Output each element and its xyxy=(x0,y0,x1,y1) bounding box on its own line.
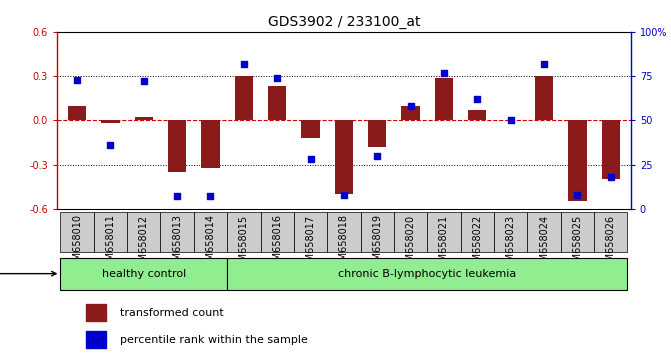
FancyBboxPatch shape xyxy=(227,212,260,252)
Bar xyxy=(301,120,319,138)
Bar xyxy=(468,110,486,120)
Text: percentile rank within the sample: percentile rank within the sample xyxy=(120,335,308,345)
FancyBboxPatch shape xyxy=(460,212,494,252)
FancyBboxPatch shape xyxy=(360,212,394,252)
Point xyxy=(439,70,450,75)
Text: GSM658010: GSM658010 xyxy=(72,215,82,273)
FancyBboxPatch shape xyxy=(260,212,294,252)
Text: GSM658011: GSM658011 xyxy=(105,215,115,273)
Point xyxy=(305,156,316,162)
Text: GSM658026: GSM658026 xyxy=(606,215,616,274)
Text: GSM658014: GSM658014 xyxy=(205,215,215,273)
Text: GSM658018: GSM658018 xyxy=(339,215,349,273)
Title: GDS3902 / 233100_at: GDS3902 / 233100_at xyxy=(268,16,420,29)
Point xyxy=(272,75,282,81)
Bar xyxy=(235,76,253,120)
FancyBboxPatch shape xyxy=(127,212,160,252)
Text: disease state: disease state xyxy=(0,269,56,279)
Point xyxy=(405,103,416,109)
FancyBboxPatch shape xyxy=(494,212,527,252)
Point xyxy=(238,61,249,67)
Point xyxy=(72,77,83,82)
FancyBboxPatch shape xyxy=(527,212,561,252)
Bar xyxy=(268,86,287,120)
Point xyxy=(505,118,516,123)
Text: transformed count: transformed count xyxy=(120,308,224,318)
Bar xyxy=(401,105,420,120)
Text: GSM658022: GSM658022 xyxy=(472,215,482,274)
Text: GSM658025: GSM658025 xyxy=(572,215,582,274)
Bar xyxy=(86,304,106,321)
Point xyxy=(205,194,216,199)
Text: GSM658013: GSM658013 xyxy=(172,215,182,273)
Point xyxy=(472,96,482,102)
Bar xyxy=(68,105,86,120)
FancyBboxPatch shape xyxy=(327,212,360,252)
FancyBboxPatch shape xyxy=(294,212,327,252)
Text: GSM658024: GSM658024 xyxy=(539,215,549,274)
FancyBboxPatch shape xyxy=(561,212,594,252)
Point xyxy=(372,153,382,159)
Bar xyxy=(602,120,620,179)
Text: GSM658021: GSM658021 xyxy=(439,215,449,274)
FancyBboxPatch shape xyxy=(594,212,627,252)
FancyBboxPatch shape xyxy=(60,212,94,252)
FancyBboxPatch shape xyxy=(160,212,194,252)
Point xyxy=(572,192,582,198)
Bar xyxy=(535,76,553,120)
Point xyxy=(338,192,349,198)
Text: GSM658016: GSM658016 xyxy=(272,215,282,273)
Bar xyxy=(101,120,119,123)
Bar xyxy=(135,118,153,120)
Point xyxy=(138,79,149,84)
Text: GSM658019: GSM658019 xyxy=(372,215,382,273)
FancyBboxPatch shape xyxy=(94,212,127,252)
Bar xyxy=(86,331,106,348)
Text: chronic B-lymphocytic leukemia: chronic B-lymphocytic leukemia xyxy=(338,269,517,279)
Bar xyxy=(168,120,187,172)
Bar xyxy=(368,120,386,147)
Text: GSM658020: GSM658020 xyxy=(405,215,415,274)
Text: GSM658017: GSM658017 xyxy=(305,215,315,274)
Text: healthy control: healthy control xyxy=(101,269,186,279)
Bar xyxy=(335,120,353,194)
FancyBboxPatch shape xyxy=(227,258,627,290)
FancyBboxPatch shape xyxy=(194,212,227,252)
Point xyxy=(105,142,116,148)
Point xyxy=(605,174,616,180)
Point xyxy=(172,194,183,199)
Bar xyxy=(201,120,219,167)
Bar xyxy=(568,120,586,201)
FancyBboxPatch shape xyxy=(394,212,427,252)
Text: GSM658023: GSM658023 xyxy=(506,215,515,274)
FancyBboxPatch shape xyxy=(427,212,460,252)
Point xyxy=(539,61,550,67)
Bar xyxy=(435,78,453,120)
Text: GSM658015: GSM658015 xyxy=(239,215,249,274)
Text: GSM658012: GSM658012 xyxy=(139,215,149,274)
FancyBboxPatch shape xyxy=(60,258,227,290)
